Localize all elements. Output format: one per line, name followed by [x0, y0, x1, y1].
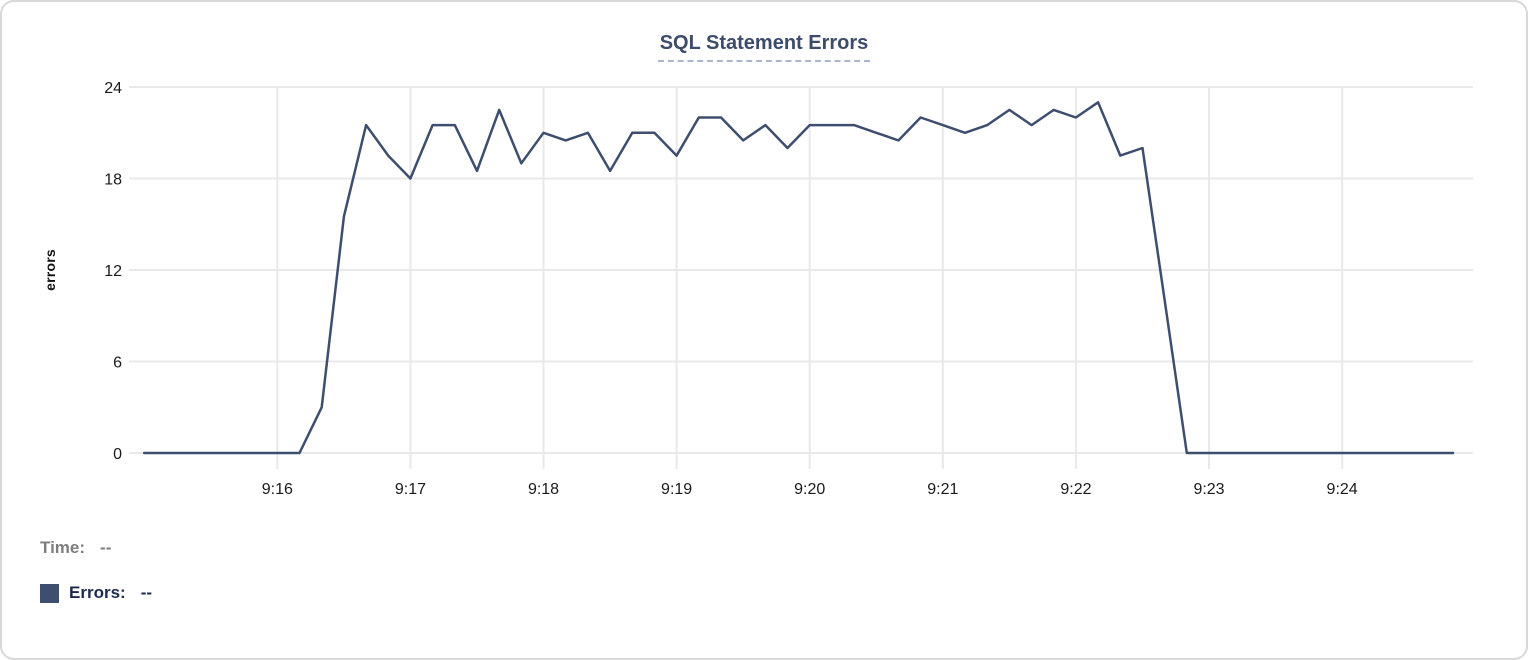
y-tick-label: 12 [104, 263, 122, 280]
hover-time-value: -- [100, 538, 112, 557]
x-tick-label: 9:21 [927, 481, 958, 498]
hover-readout-time: Time: -- [40, 538, 111, 558]
y-tick-label: 24 [104, 80, 122, 97]
hover-errors-value: -- [140, 583, 153, 602]
y-tick-label: 6 [113, 355, 122, 372]
y-tick-label: 18 [104, 172, 122, 189]
x-tick-label: 9:18 [528, 481, 559, 498]
x-tick-label: 9:22 [1060, 481, 1091, 498]
y-axis-title: errors [42, 249, 58, 291]
x-tick-label: 9:24 [1327, 481, 1358, 498]
chart-title-wrap: SQL Statement Errors [2, 32, 1526, 62]
hover-readout-errors: Errors: -- [40, 583, 152, 603]
chart-title[interactable]: SQL Statement Errors [657, 32, 871, 62]
x-tick-label: 9:17 [395, 481, 426, 498]
x-tick-label: 9:20 [794, 481, 825, 498]
x-tick-label: 9:19 [661, 481, 692, 498]
x-tick-label: 9:23 [1193, 481, 1224, 498]
y-tick-label: 0 [113, 446, 122, 463]
errors-series-swatch [40, 583, 59, 603]
hover-errors-label: Errors: [69, 583, 126, 602]
errors-series-line [142, 101, 1455, 455]
x-tick-label: 9:16 [262, 481, 293, 498]
hover-time-label: Time: [40, 538, 86, 557]
